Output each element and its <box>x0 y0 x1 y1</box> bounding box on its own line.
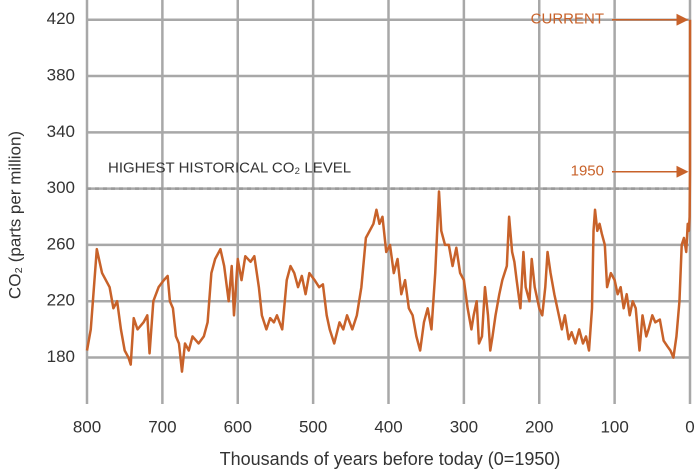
y-tick-label: 380 <box>47 65 75 84</box>
reference-label: HIGHEST HISTORICAL CO₂ LEVEL <box>108 160 351 177</box>
x-axis-label: Thousands of years before today (0=1950) <box>220 449 561 469</box>
y-axis-label: CO₂ (parts per million) <box>5 131 24 299</box>
x-tick-label: 100 <box>600 417 628 436</box>
x-tick-label: 700 <box>148 417 176 436</box>
x-tick-label: 0 <box>685 417 694 436</box>
y-tick-label: 300 <box>47 178 75 197</box>
annotation-label: 1950 <box>571 163 604 180</box>
annotation-label: CURRENT <box>531 11 604 28</box>
y-tick-label: 260 <box>47 234 75 253</box>
x-tick-label: 500 <box>299 417 327 436</box>
x-tick-label: 200 <box>525 417 553 436</box>
co2-line <box>85 19 692 373</box>
y-tick-label: 180 <box>47 347 75 366</box>
y-tick-label: 340 <box>47 122 75 141</box>
x-tick-label: 800 <box>73 417 101 436</box>
x-tick-label: 600 <box>224 417 252 436</box>
y-tick-label: 420 <box>47 9 75 28</box>
x-tick-label: 400 <box>374 417 402 436</box>
y-tick-label: 220 <box>47 291 75 310</box>
x-tick-label: 300 <box>450 417 478 436</box>
